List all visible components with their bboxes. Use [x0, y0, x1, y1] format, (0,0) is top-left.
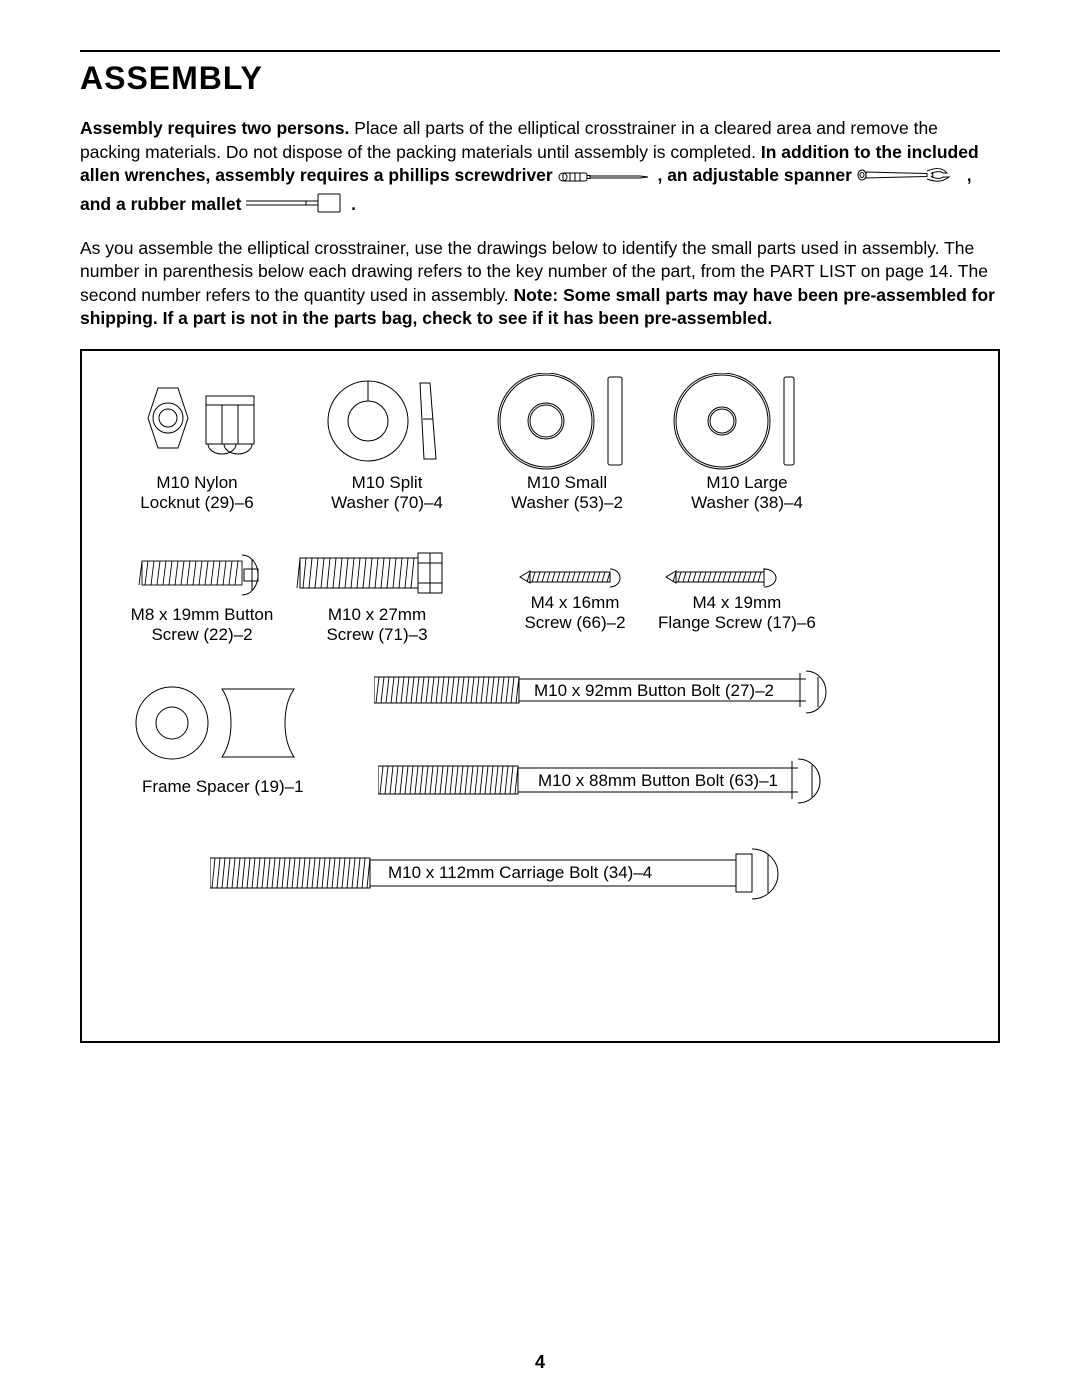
small-washer-icon	[482, 373, 652, 473]
part-m4-19: M4 x 19mmFlange Screw (17)–6	[658, 563, 816, 634]
part-button-screw-8: M8 x 19mm ButtonScrew (22)–2	[122, 545, 282, 646]
part-label: M10 SmallWasher (53)–2	[482, 473, 652, 514]
part-label: M10 x 92mm Button Bolt (27)–2	[534, 681, 774, 701]
small-screw-icon	[510, 563, 640, 593]
rubber-mallet-icon	[246, 192, 346, 221]
intro-paragraph-1: Assembly requires two persons. Place all…	[80, 117, 1000, 221]
part-label: M8 x 19mm ButtonScrew (22)–2	[122, 605, 282, 646]
page: ASSEMBLY Assembly requires two persons. …	[0, 0, 1080, 1397]
part-locknut: M10 NylonLocknut (29)–6	[122, 373, 272, 514]
top-rule	[80, 50, 1000, 52]
part-label: M4 x 19mmFlange Screw (17)–6	[658, 593, 816, 634]
hex-screw-icon	[292, 545, 462, 605]
adjustable-spanner-icon	[857, 165, 962, 192]
part-bolt-88: M10 x 88mm Button Bolt (63)–1	[378, 755, 838, 807]
part-label: M10 NylonLocknut (29)–6	[122, 473, 272, 514]
part-small-washer: M10 SmallWasher (53)–2	[482, 373, 652, 514]
large-washer-icon	[662, 373, 832, 473]
frame-spacer-icon	[122, 677, 312, 777]
part-label: Frame Spacer (19)–1	[122, 777, 312, 797]
locknut-icon	[122, 373, 272, 473]
phillips-screwdriver-icon	[558, 168, 653, 192]
page-number: 4	[0, 1352, 1080, 1373]
parts-box: M10 NylonLocknut (29)–6 M10 SplitWasher …	[80, 349, 1000, 1043]
part-bolt-92: M10 x 92mm Button Bolt (27)–2	[374, 667, 844, 717]
part-large-washer: M10 LargeWasher (38)–4	[662, 373, 832, 514]
part-bolt-112: M10 x 112mm Carriage Bolt (34)–4	[210, 845, 800, 903]
part-label: M4 x 16mmScrew (66)–2	[510, 593, 640, 634]
part-frame-spacer: Frame Spacer (19)–1	[122, 677, 312, 797]
part-label: M10 x 27mmScrew (71)–3	[292, 605, 462, 646]
part-label: M10 LargeWasher (38)–4	[662, 473, 832, 514]
intro-paragraph-2: As you assemble the elliptical crosstrai…	[80, 237, 1000, 332]
part-label: M10 SplitWasher (70)–4	[312, 473, 462, 514]
lead-bold: Assembly requires two persons.	[80, 118, 349, 138]
split-washer-icon	[312, 373, 462, 473]
button-screw-icon	[122, 545, 282, 605]
flange-screw-icon	[658, 563, 798, 593]
part-split-washer: M10 SplitWasher (70)–4	[312, 373, 462, 514]
part-label: M10 x 112mm Carriage Bolt (34)–4	[388, 863, 652, 883]
part-label: M10 x 88mm Button Bolt (63)–1	[538, 771, 778, 791]
p1-period: .	[351, 194, 356, 214]
page-title: ASSEMBLY	[80, 60, 1000, 97]
part-screw-27: M10 x 27mmScrew (71)–3	[292, 545, 462, 646]
p1-after-screwdriver: , an adjustable spanner	[657, 165, 856, 185]
part-m4-16: M4 x 16mmScrew (66)–2	[510, 563, 640, 634]
